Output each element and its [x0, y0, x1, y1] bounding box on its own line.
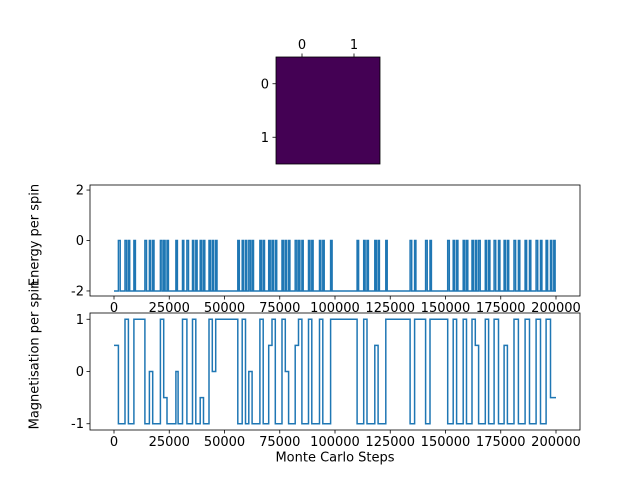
energy-xtick-label: 200000: [531, 301, 581, 316]
magnetisation-xtick-label: 175000: [476, 435, 526, 450]
magnetisation-xtick-label: 200000: [531, 435, 581, 450]
heatmap-ytick-label: 1: [261, 131, 269, 146]
magnetisation-series-line: [114, 318, 556, 425]
magnetisation-ylabel: Magnetisation per spin: [27, 280, 43, 430]
heatmap-xtick-label: 0: [298, 38, 306, 53]
magnetisation-xtick-label: 125000: [365, 435, 415, 450]
heatmap-xtick-label: 1: [350, 38, 358, 53]
heatmap-ytick-label: 0: [261, 77, 269, 92]
magnetisation-panel: 0 25000 50000 75000 100000 125000 150000 175000…: [71, 312, 581, 450]
heatmap-panel: 0 1 0 1: [261, 38, 381, 165]
energy-xtick-label: 100000: [310, 301, 360, 316]
energy-ylabel: Energy per spin: [27, 183, 43, 287]
heatmap-cells: [275, 56, 381, 165]
magnetisation-xtick-label: 100000: [310, 435, 360, 450]
energy-xtick-label: 25000: [149, 301, 190, 316]
magnetisation-ytick-label: -1: [71, 417, 84, 432]
energy-panel: 0 25000 50000 75000 100000 125000 150000 175000…: [71, 184, 581, 316]
magnetisation-xtick-label: 75000: [259, 435, 300, 450]
energy-ytick-label: 2: [76, 184, 84, 199]
magnetisation-xtick-label: 0: [110, 435, 118, 450]
energy-ytick-label: 0: [76, 234, 84, 249]
magnetisation-ytick-label: 1: [76, 313, 84, 328]
magnetisation-xtick-label: 25000: [149, 435, 190, 450]
energy-ytick-label: -2: [71, 284, 84, 299]
magnetisation-ytick-label: 0: [76, 365, 84, 380]
energy-xtick-label: 50000: [204, 301, 245, 316]
magnetisation-xtick-label: 150000: [421, 435, 471, 450]
energy-xtick-label: 175000: [476, 301, 526, 316]
energy-series-line: [114, 239, 556, 292]
magnetisation-xtick-label: 50000: [204, 435, 245, 450]
energy-xtick-label: 150000: [421, 301, 471, 316]
energy-xtick-label: 0: [110, 301, 118, 316]
energy-xtick-label: 75000: [259, 301, 300, 316]
energy-xtick-label: 125000: [365, 301, 415, 316]
x-axis-title: Monte Carlo Steps: [275, 450, 395, 466]
